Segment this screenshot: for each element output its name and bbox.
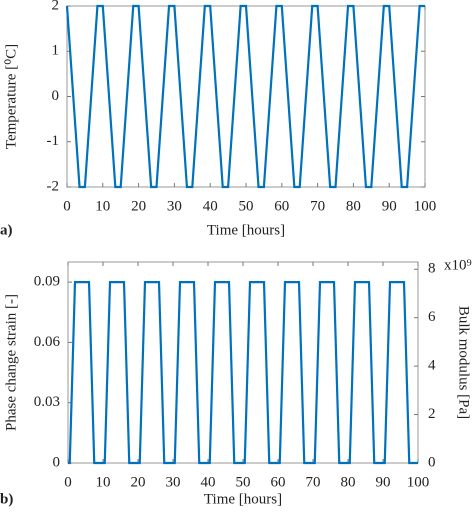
x-tick-label: 100 xyxy=(407,474,430,490)
y-tick-label: 0.06 xyxy=(34,334,61,350)
x-axis-label: Time [hours] xyxy=(204,491,282,507)
y2-tick-label: 4 xyxy=(428,358,436,374)
x-tick-label: 10 xyxy=(95,198,110,214)
plot-frame xyxy=(67,261,419,464)
x-tick-label: 40 xyxy=(201,474,216,490)
panel-label: a) xyxy=(0,222,13,238)
y-tick-label: 0.03 xyxy=(34,394,60,410)
y-tick-label: 0 xyxy=(52,88,60,104)
data-line xyxy=(65,4,425,189)
x-tick-label: 40 xyxy=(203,198,218,214)
x-tick-label: 70 xyxy=(306,474,321,490)
y2-tick-label: 8 xyxy=(428,261,436,277)
y-tick-label: 0 xyxy=(53,454,61,470)
x-tick-label: 50 xyxy=(239,198,254,214)
x-tick-label: 90 xyxy=(382,198,397,214)
x-axis-label: Time [hours] xyxy=(207,222,285,238)
y-tick-label: 0.09 xyxy=(34,274,60,290)
x-tick-label: 100 xyxy=(414,198,437,214)
x-tick-label: 50 xyxy=(236,474,251,490)
y2-tick-label: 6 xyxy=(428,309,436,325)
x-tick-label: 80 xyxy=(341,474,356,490)
x-tick-label: 60 xyxy=(271,474,286,490)
y-tick-label: 2 xyxy=(52,0,60,13)
x-tick-label: 70 xyxy=(310,198,325,214)
x-tick-label: 30 xyxy=(166,474,181,490)
x-tick-label: 0 xyxy=(63,198,71,214)
y2-tick-label: 0 xyxy=(428,454,436,470)
y-axis-label: Temperature [⁰C] xyxy=(3,44,19,149)
x-tick-label: 0 xyxy=(64,474,72,490)
x-tick-label: 20 xyxy=(131,198,146,214)
x-tick-label: 10 xyxy=(96,474,111,490)
data-line xyxy=(68,281,418,465)
x-tick-label: 30 xyxy=(167,198,182,214)
y2-axis-label: Bulk modulus [Pa] xyxy=(456,306,472,419)
y-tick-label: 1 xyxy=(52,43,60,59)
x-tick-label: 20 xyxy=(131,474,146,490)
y-tick-label: -1 xyxy=(47,133,60,149)
x-tick-label: 90 xyxy=(376,474,391,490)
y-axis-label: Phase change strain [-] xyxy=(3,294,19,431)
panel-label: b) xyxy=(0,491,13,507)
y2-tick-label: 2 xyxy=(428,406,436,422)
x-tick-label: 80 xyxy=(346,198,361,214)
plot-frame xyxy=(66,5,426,188)
y2-exponent: x10⁹ xyxy=(444,257,472,273)
x-tick-label: 60 xyxy=(274,198,289,214)
y-tick-label: -2 xyxy=(47,178,60,194)
